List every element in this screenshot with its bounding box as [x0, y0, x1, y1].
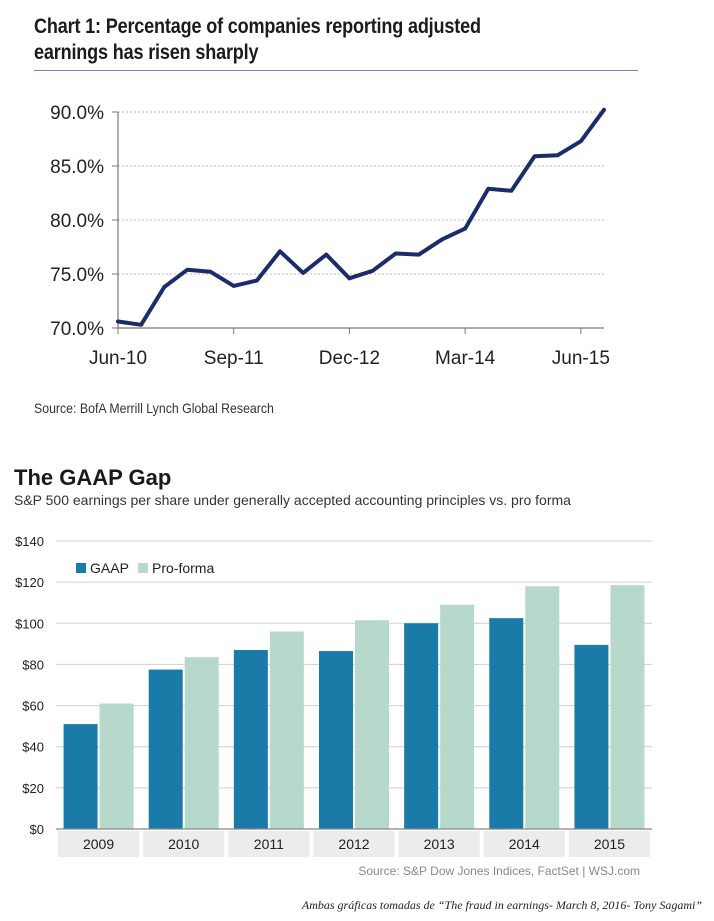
- chart2-x-tick-label: 2010: [168, 836, 199, 852]
- chart1-data-point: [347, 276, 352, 281]
- chart2-bar-proforma: [610, 585, 645, 829]
- chart2-y-tick-label: $60: [22, 699, 44, 714]
- chart2-panel: $0 $20 $40 $60 $80 $100 $120 $140 2009 2010 2011 20…: [0, 455, 714, 895]
- chart2-legend-swatch-proforma: [138, 563, 148, 573]
- chart1-source: Source: BofA Merrill Lynch Global Resear…: [34, 400, 274, 416]
- chart1-data-point: [463, 226, 467, 231]
- chart1-data-point: [417, 252, 421, 257]
- chart2-y-tick-label: $120: [15, 575, 44, 590]
- chart1-x-tick-label: Jun-10: [89, 348, 147, 369]
- chart1-x-tick-label: Jun-15: [552, 348, 610, 369]
- chart1-data-point: [393, 251, 398, 256]
- chart2-x-tick-label: 2011: [254, 836, 284, 852]
- chart1-series-line: [116, 107, 606, 327]
- chart1-data-point: [324, 252, 329, 257]
- chart1-data-point: [579, 139, 583, 143]
- chart2-bar-gaap: [148, 669, 183, 829]
- chart1-data-point: [301, 271, 305, 275]
- chart1-data-point: [370, 268, 375, 273]
- chart1-data-point: [440, 237, 444, 242]
- chart2-legend-swatch-gaap: [76, 563, 86, 573]
- chart2-bar-proforma: [269, 631, 304, 829]
- chart1-data-point: [602, 108, 606, 112]
- chart2-bar-proforma: [184, 657, 219, 829]
- chart2-category-box: [228, 831, 310, 857]
- chart2-bar-gaap: [63, 724, 98, 829]
- chart2-legend-label-proforma: Pro-forma: [152, 560, 214, 576]
- chart1-data-point: [486, 186, 491, 191]
- chart1-data-point: [185, 267, 190, 272]
- chart1-panel: Chart 1: Percentage of companies reporti…: [0, 0, 714, 440]
- chart2-category-box: [313, 831, 395, 857]
- chart2-bar-gaap: [489, 618, 524, 829]
- chart1-y-tick-label: 85.0%: [50, 157, 104, 178]
- chart2-y-tick-label: $0: [30, 822, 44, 837]
- chart2-y-tick-label: $100: [15, 616, 44, 631]
- chart1-line-chart: 70.0% 75.0% 80.0% 85.0% 90.0% Jun-10 Sep-11 Dec…: [50, 103, 610, 369]
- chart2-bar-proforma: [355, 620, 389, 829]
- chart2-y-tick-label: $20: [22, 781, 44, 796]
- chart1-y-tick-label: 70.0%: [50, 319, 104, 340]
- chart1-data-point: [116, 319, 120, 324]
- chart2-y-tick-label: $40: [22, 740, 44, 755]
- chart1-data-point: [231, 284, 236, 288]
- chart2-x-tick-label: 2013: [424, 836, 455, 852]
- chart2-bar-gaap: [574, 644, 609, 829]
- chart1-data-point: [555, 153, 560, 157]
- chart1-data-point: [139, 322, 143, 327]
- chart2-bar-gaap: [319, 651, 353, 829]
- chart2-y-tick-label: $140: [15, 534, 44, 549]
- chart1-x-tick-label: Sep-11: [204, 348, 264, 369]
- chart1-y-tick-label: 90.0%: [50, 103, 104, 124]
- chart1-data-point: [509, 189, 514, 193]
- chart2-subtitle: S&P 500 earnings per share under general…: [14, 492, 571, 508]
- chart2-x-tick-label: 2015: [594, 836, 625, 852]
- chart2-category-box: [58, 831, 140, 857]
- chart2-category-box: [143, 831, 225, 857]
- chart1-x-tick-label: Dec-12: [319, 348, 380, 369]
- chart1-data-point: [278, 249, 282, 254]
- chart2-legend-label-gaap: GAAP: [90, 560, 129, 576]
- chart1-y-tick-label: 80.0%: [50, 211, 104, 232]
- chart1-data-point: [532, 154, 537, 159]
- chart2-category-box: [483, 831, 565, 857]
- chart1-x-tick-label: Mar-14: [435, 348, 496, 369]
- chart2-x-tick-label: 2012: [338, 836, 369, 852]
- chart1-data-point: [162, 285, 167, 289]
- chart1-y-tick-label: 75.0%: [50, 265, 104, 286]
- chart2-bar-proforma: [440, 604, 475, 829]
- chart2-x-tick-label: 2014: [509, 836, 540, 852]
- chart1-title-rule: [34, 70, 638, 71]
- chart2-x-tick-label: 2009: [83, 836, 114, 852]
- chart1-data-point: [255, 278, 259, 283]
- footnote: Ambas gráficas tomadas de “The fraud in …: [301, 898, 702, 912]
- chart2-y-tick-label: $80: [22, 657, 44, 672]
- chart2-bar-gaap: [233, 650, 268, 829]
- chart1-title: Chart 1: Percentage of companies reporti…: [34, 15, 481, 64]
- chart2-bar-proforma: [99, 703, 134, 829]
- chart2-category-box: [568, 831, 650, 857]
- chart2-bar-gaap: [404, 623, 439, 829]
- chart2-bar-proforma: [525, 586, 560, 829]
- chart2-bar-chart: $0 $20 $40 $60 $80 $100 $120 $140 2009 2010 2011 20…: [15, 534, 652, 878]
- chart1-data-point: [208, 270, 213, 274]
- chart2-title: The GAAP Gap: [14, 465, 172, 490]
- chart2-source: Source: S&P Dow Jones Indices, FactSet |…: [358, 864, 640, 878]
- chart2-category-box: [398, 831, 480, 857]
